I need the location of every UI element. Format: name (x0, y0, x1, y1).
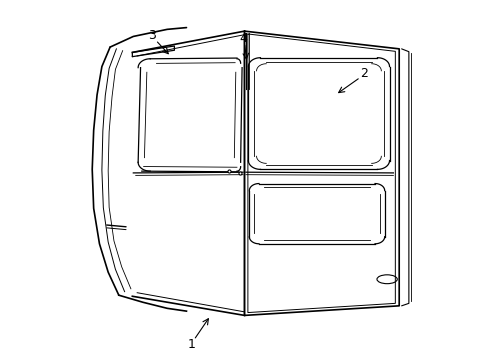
Text: 3: 3 (147, 29, 155, 42)
Text: 4: 4 (239, 32, 247, 45)
Text: 1: 1 (187, 338, 195, 351)
Text: 2: 2 (360, 67, 367, 80)
